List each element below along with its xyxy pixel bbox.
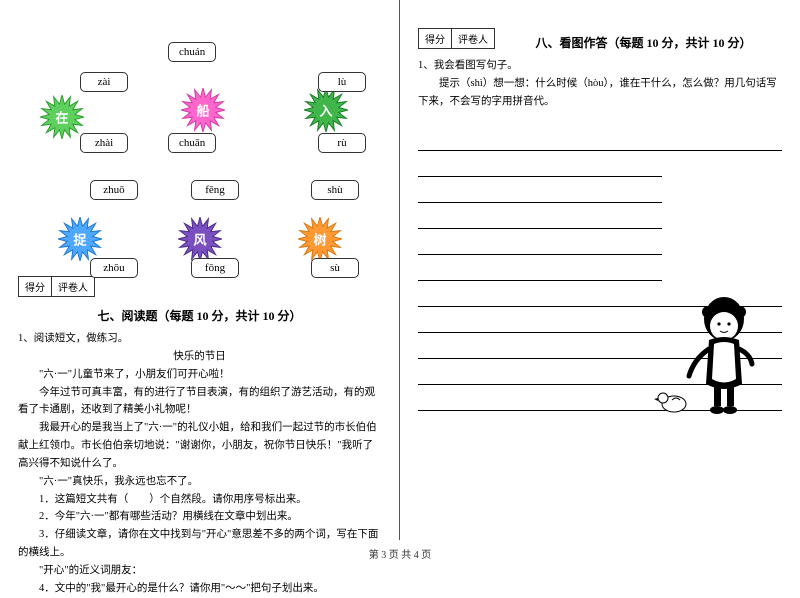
star-char: 船 bbox=[196, 101, 209, 120]
pinyin-box: sù bbox=[311, 258, 359, 278]
pinyin-box: fōng bbox=[191, 258, 239, 278]
writing-line[interactable] bbox=[418, 181, 662, 203]
pinyin-box: fēng bbox=[191, 180, 239, 200]
girl-cartoon bbox=[654, 284, 764, 427]
star-char: 捉 bbox=[73, 230, 86, 249]
star-feng: 风 bbox=[178, 217, 222, 261]
pinyin-box: chuán bbox=[168, 42, 216, 62]
pinyin-box: chuān bbox=[168, 133, 216, 153]
right-column: 得分 评卷人 八、看图作答（每题 10 分，共计 10 分） 1、我会看图写句子… bbox=[400, 0, 800, 540]
section-7-title: 七、阅读题（每题 10 分，共计 10 分） bbox=[18, 307, 381, 324]
pinyin-box: shù bbox=[311, 180, 359, 200]
pinyin-box: zhōu bbox=[90, 258, 138, 278]
sub-q2: 2．今年"六·一"都有哪些活动？用横线在文章中划出来。 bbox=[18, 508, 381, 526]
sub-q1: 1．这篇短文共有（ ）个自然段。请你用序号标出来。 bbox=[18, 491, 381, 509]
pinyin-box: zhài bbox=[80, 133, 128, 153]
star-chuan: 船 bbox=[181, 88, 225, 132]
pinyin-box: lù bbox=[318, 72, 366, 92]
sub-q4: 4．文中的"我"最开心的是什么？请你用"～～"把句子划出来。 bbox=[18, 580, 381, 598]
page-container: 在 船 入捉 风 树 chuán zài lù zhài chuān rù zhuō fēng shù zh… bbox=[0, 0, 800, 540]
story-p4: "六·一"真快乐，我永远也忘不了。 bbox=[18, 473, 381, 491]
grader-label: 评卷人 bbox=[452, 29, 494, 48]
writing-line[interactable] bbox=[418, 259, 662, 281]
pinyin-box: zài bbox=[80, 72, 128, 92]
writing-lines bbox=[418, 129, 782, 411]
star-zhuo: 捉 bbox=[58, 217, 102, 261]
score-box-8: 得分 评卷人 bbox=[418, 28, 495, 49]
q8-lead: 1、我会看图写句子。 bbox=[418, 57, 782, 75]
pinyin-match-diagram: 在船入捉风树chuánzàilùzhàichuānrùzhuōfēngshùzh… bbox=[18, 10, 381, 270]
star-char: 风 bbox=[193, 230, 206, 249]
page-footer: 第 3 页 共 4 页 bbox=[0, 546, 800, 561]
left-column: 在 船 入捉 风 树 chuán zài lù zhài chuān rù zhuō fēng shù zh… bbox=[0, 0, 400, 540]
q1-lead: 1、阅读短文，做练习。 bbox=[18, 330, 381, 348]
score-label: 得分 bbox=[419, 29, 452, 48]
section-8-title: 八、看图作答（每题 10 分，共计 10 分） bbox=[505, 34, 782, 51]
star-ru: 入 bbox=[304, 88, 348, 132]
star-shu: 树 bbox=[298, 217, 342, 261]
pinyin-box: zhuō bbox=[90, 180, 138, 200]
grader-label: 评卷人 bbox=[52, 277, 94, 296]
star-char: 入 bbox=[319, 101, 332, 120]
star-char: 树 bbox=[313, 230, 326, 249]
score-label: 得分 bbox=[19, 277, 52, 296]
section-8-body: 1、我会看图写句子。 提示（shì）想一想：什么时候（hòu），谁在干什么，怎么… bbox=[418, 57, 782, 111]
score-box-7: 得分 评卷人 bbox=[18, 276, 95, 297]
pinyin-box: rù bbox=[318, 133, 366, 153]
writing-line[interactable] bbox=[418, 155, 662, 177]
q8-hint: 提示（shì）想一想：什么时候（hòu），谁在干什么，怎么做？用几句话写下来，不… bbox=[418, 75, 782, 111]
star-zai: 在 bbox=[40, 95, 84, 139]
writing-line[interactable] bbox=[418, 207, 662, 229]
star-char: 在 bbox=[55, 108, 68, 127]
writing-line[interactable] bbox=[418, 129, 782, 151]
story-title: 快乐的节日 bbox=[18, 348, 381, 366]
story-p1: "六·一"儿童节来了，小朋友们可开心啦！ bbox=[18, 366, 381, 384]
story-p2: 今年过节可真丰富，有的进行了节目表演，有的组织了游艺活动，有的观看了卡通剧，还收… bbox=[18, 384, 381, 420]
story-p3: 我最开心的是我当上了"六·一"的礼仪小姐，给和我们一起过节的市长伯伯献上红领巾。… bbox=[18, 419, 381, 473]
writing-line[interactable] bbox=[418, 233, 662, 255]
